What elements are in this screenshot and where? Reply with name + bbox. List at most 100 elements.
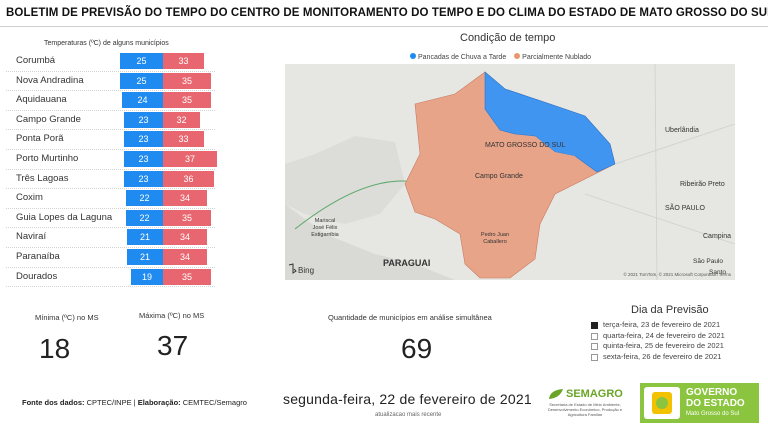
row-divider: [6, 129, 215, 131]
weather-map[interactable]: MATO GROSSO DO SUL Campo Grande Uberlând…: [285, 64, 735, 280]
data-source: Fonte dos dados: CPTEC/INPE | Elaboração…: [22, 398, 247, 407]
max-temp-bar: 34: [163, 190, 207, 207]
map-label-santos: Santo: [709, 269, 726, 276]
max-temp-bar: 33: [163, 131, 204, 148]
map-label-sao-paulo-state: SÃO PAULO: [665, 203, 705, 212]
count-value: 69: [401, 333, 433, 364]
temperature-row[interactable]: Naviraí 21 34: [0, 228, 215, 248]
row-divider: [6, 266, 215, 268]
min-temp-bar: 22: [126, 190, 163, 207]
temperature-row[interactable]: Dourados 19 35: [0, 268, 215, 288]
map-label-state: MATO GROSSO DO SUL: [485, 142, 565, 149]
max-temp-bar: 35: [163, 268, 211, 285]
map-label-pedro-juan-1: Pedro Juan: [481, 232, 509, 238]
max-value: 37: [157, 330, 189, 361]
min-temp-bar: 21: [127, 248, 163, 265]
map-label-uberlandia: Uberlândia: [665, 127, 699, 134]
semagro-name: SEMAGRO: [566, 388, 623, 400]
legend-label-cloudy: Parcialmente Nublado: [522, 54, 592, 61]
legend-item-rain[interactable]: Pancadas de Chuva a Tarde: [410, 53, 507, 61]
city-name: Guia Lopes da Laguna: [16, 211, 113, 223]
temperatures-title: Temperaturas (ºC) de alguns municípios: [44, 40, 169, 47]
city-name: Corumbá: [16, 55, 56, 66]
day-label: quinta-feira, 25 de fevereiro de 2021: [603, 341, 724, 350]
day-checkbox[interactable]: [591, 343, 598, 350]
source-prefix: Fonte dos dados:: [22, 398, 85, 407]
row-divider: [6, 207, 215, 209]
semagro-logo: SEMAGRO Secretaria de Estado de Meio Amb…: [546, 388, 624, 422]
map-state-patch: [535, 136, 585, 174]
map-label-campinas: Campina: [703, 233, 731, 240]
row-divider: [6, 148, 215, 150]
count-label: Quantidade de municípios em análise simu…: [328, 313, 492, 322]
forecast-day-option[interactable]: terça-feira, 23 de fevereiro de 2021: [591, 320, 725, 331]
legend-label-rain: Pancadas de Chuva a Tarde: [418, 54, 507, 61]
day-checkbox[interactable]: [591, 353, 598, 361]
elaboration-prefix: Elaboração:: [137, 398, 181, 407]
city-name: Naviraí: [16, 231, 47, 243]
temperature-row[interactable]: Campo Grande 23 32: [0, 111, 215, 131]
header-bar: BOLETIM DE PREVISÃO DO TEMPO DO CENTRO D…: [0, 0, 768, 27]
min-temp-bar: 22: [126, 209, 163, 226]
map-copyright: © 2021 TomTom, © 2021 Microsoft Corporat…: [623, 271, 731, 277]
map-region-paraguay: [285, 204, 455, 280]
day-checkbox[interactable]: [591, 322, 598, 329]
city-name: Aquidauana: [16, 94, 67, 106]
government-line-2: DO ESTADO: [686, 398, 745, 409]
day-checkbox[interactable]: [591, 332, 598, 340]
min-temp-bar: 24: [122, 92, 163, 109]
map-road-2: [614, 123, 735, 165]
legend-dot-rain: [410, 53, 416, 59]
forecast-day-option[interactable]: quinta-feira, 25 de fevereiro de 2021: [591, 341, 725, 352]
city-name: Ponta Porã: [16, 133, 64, 145]
max-temp-bar: 34: [163, 229, 207, 246]
temperature-row[interactable]: Guia Lopes da Laguna 22 35: [0, 209, 215, 229]
temperature-row[interactable]: Ponta Porã 23 33: [0, 130, 215, 150]
semagro-leaf-icon: [549, 389, 563, 399]
city-name: Campo Grande: [16, 113, 81, 125]
min-value: 18: [39, 333, 71, 364]
legend-dot-cloudy: [514, 53, 521, 59]
map-label-sao-paulo-city: São Paulo: [693, 258, 723, 265]
map-label-mariscal-1: Mariscal: [315, 218, 335, 224]
max-temp-bar: 35: [163, 209, 211, 226]
temperature-row[interactable]: Paranaíba 21 34: [0, 248, 215, 268]
temperature-row[interactable]: Corumbá 25 33: [0, 52, 215, 72]
map-label-ribeirao-preto: Ribeirão Preto: [680, 181, 725, 188]
row-divider: [6, 109, 215, 111]
day-label: sexta-feira, 26 de fevereiro de 2021: [603, 351, 722, 361]
row-divider: [6, 90, 215, 92]
state-seal-icon: [644, 387, 680, 419]
row-divider: [6, 70, 215, 72]
city-name: Paranaíba: [16, 250, 60, 262]
forecast-day-option[interactable]: quarta-feira, 24 de fevereiro de 2021: [591, 331, 725, 342]
map-road-1: [654, 64, 658, 280]
map-label-campo-grande: Campo Grande: [475, 173, 523, 180]
legend-item-cloudy[interactable]: Parcialmente Nublado: [514, 53, 592, 61]
temperature-row[interactable]: Porto Murtinho 23 37: [0, 150, 217, 170]
min-temp-bar: 23: [124, 111, 163, 128]
government-line-1: GOVERNO: [686, 387, 738, 398]
bing-icon: [288, 263, 297, 274]
forecast-day-option[interactable]: sexta-feira, 26 de fevereiro de 2021: [591, 352, 725, 363]
forecast-days-list: terça-feira, 23 de fevereiro de 2021 quar…: [591, 320, 725, 362]
temperature-row[interactable]: Coxim 22 34: [0, 189, 215, 209]
temperature-row[interactable]: Nova Andradina 25 35: [0, 72, 215, 92]
city-name: Coxim: [16, 192, 43, 204]
max-temp-bar: 33: [163, 53, 204, 69]
max-temp-bar: 34: [163, 248, 207, 265]
elaboration-value: CEMTEC/Semagro: [180, 398, 247, 407]
map-title: Condição de tempo: [460, 32, 556, 44]
city-name: Três Lagoas: [16, 172, 69, 184]
temperature-row[interactable]: Aquidauana 24 35: [0, 91, 215, 111]
temperature-row[interactable]: Três Lagoas 23 36: [0, 170, 215, 190]
map-legend: Pancadas de Chuva a Tarde Parcialmente N…: [410, 53, 597, 61]
semagro-subtitle: Secretaria de Estado de Meio Ambiente, D…: [547, 402, 623, 417]
map-road-3: [584, 193, 735, 245]
min-temp-bar: 23: [124, 170, 163, 187]
day-label: terça-feira, 23 de fevereiro de 2021: [603, 320, 721, 329]
page-title: BOLETIM DE PREVISÃO DO TEMPO DO CENTRO D…: [6, 7, 768, 19]
row-divider: [6, 246, 215, 248]
city-name: Nova Andradina: [16, 74, 84, 86]
map-region-bolivia: [285, 136, 405, 224]
